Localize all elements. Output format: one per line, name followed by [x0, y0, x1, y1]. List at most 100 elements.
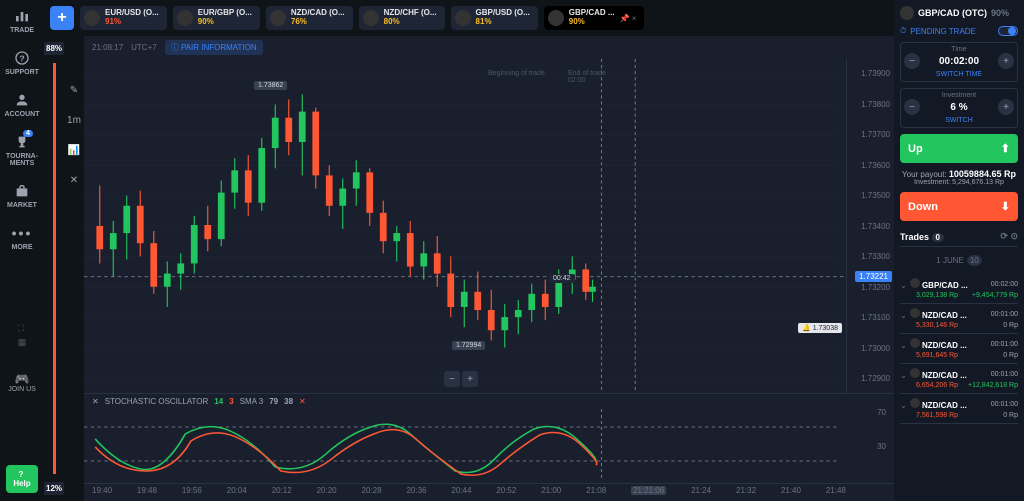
time-tick: 21:00: [541, 486, 561, 499]
switch-link[interactable]: SWITCH: [904, 117, 1014, 124]
trade-date: 1 JUNE10: [900, 253, 1018, 268]
time-tick: 19:40: [92, 486, 112, 499]
sentiment-column: 88% 12%: [44, 36, 64, 501]
high-label: 1.73862: [254, 81, 287, 90]
price-tick: 1.73100: [851, 313, 890, 322]
nav-trade[interactable]: TRADE: [10, 8, 34, 34]
pencil-tool[interactable]: ✎: [64, 76, 84, 104]
zoom-in-button[interactable]: +: [462, 371, 478, 387]
trades-refresh-icon[interactable]: ⟳ ⊙: [1000, 231, 1018, 242]
nav-more[interactable]: ••• MORE: [12, 225, 33, 251]
pending-toggle-switch[interactable]: [998, 26, 1018, 36]
nav-trade-label: TRADE: [10, 27, 34, 34]
up-button[interactable]: Up ⬆: [900, 134, 1018, 163]
nav-tournaments-label: TOURNA- MENTS: [6, 153, 38, 167]
bell-price[interactable]: 🔔 1.73038: [798, 323, 842, 333]
down-button[interactable]: Down ⬇: [900, 192, 1018, 221]
nav-market-label: MARKET: [7, 202, 37, 209]
pair-info-badge[interactable]: ⓘ PAIR INFORMATION: [165, 40, 263, 55]
time-decrease-button[interactable]: −: [904, 53, 920, 69]
nav-account[interactable]: ACCOUNT: [5, 92, 40, 118]
tab-pct: 90%: [198, 18, 252, 27]
chart-area: 21:08:17 UTC+7 ⓘ PAIR INFORMATION 1.7386…: [84, 36, 894, 501]
close-indicator[interactable]: ✕: [92, 397, 99, 406]
time-tick: 21:32: [736, 486, 756, 499]
osc-lower: 30: [877, 442, 886, 451]
time-value[interactable]: 00:02:00: [939, 56, 979, 67]
grid-icon[interactable]: ▦: [18, 337, 27, 348]
pair-tab[interactable]: EUR/GBP (O... 90%: [173, 6, 260, 30]
invest-decrease-button[interactable]: −: [904, 99, 920, 115]
time-tick: 21:40: [781, 486, 801, 499]
timeframe-tool[interactable]: 1m: [64, 106, 84, 134]
nav-tournaments[interactable]: 4 TOURNA- MENTS: [6, 134, 38, 167]
time-axis: 19:4019:4819:5620:0420:1220:2020:2820:36…: [84, 483, 894, 501]
pair-tab[interactable]: NZD/CHF (O... 80%: [359, 6, 445, 30]
indicator-tool[interactable]: 📊: [64, 136, 84, 164]
pair-tab[interactable]: GBP/CAD ... 90% 📌 ×: [544, 6, 645, 30]
trade-item[interactable]: ⌄ NZD/CAD ...00:01:00 6,654,206 Rp+12,84…: [900, 364, 1018, 394]
investment-input-group: Investment − 6 % + SWITCH: [900, 88, 1018, 128]
trade-item[interactable]: ⌄ NZD/CAD ...00:01:00 5,330,146 Rp0 Rp: [900, 304, 1018, 334]
price-tick: 1.72900: [851, 374, 890, 383]
tournament-badge: 4: [23, 130, 33, 137]
flag-icon: [455, 10, 471, 26]
switch-time-link[interactable]: SWITCH TIME: [904, 71, 1014, 78]
invest-value[interactable]: 6 %: [950, 102, 967, 113]
time-tick: 20:20: [317, 486, 337, 499]
settings-tool[interactable]: ✕: [64, 166, 84, 194]
time-tick: 19:56: [182, 486, 202, 499]
trade-item[interactable]: ⌄ NZD/CAD ...00:01:00 7,561,598 Rp0 Rp: [900, 394, 1018, 424]
pair-tab[interactable]: NZD/CAD (O... 76%: [266, 6, 353, 30]
tab-pct: 91%: [105, 18, 159, 27]
pending-trade-toggle[interactable]: ⏱PENDING TRADE: [900, 26, 1018, 36]
trade-item[interactable]: ⌄ GBP/CAD ...00:02:00 3,029,138 Rp+9,454…: [900, 274, 1018, 304]
current-price-marker: 1.73221: [855, 271, 892, 282]
view-controls: ⛶ ▦: [18, 323, 27, 348]
price-tick: 1.73900: [851, 69, 890, 78]
chart-header: 21:08:17 UTC+7 ⓘ PAIR INFORMATION: [84, 36, 894, 59]
pair-flag-icon: [900, 6, 914, 20]
time-tick: 21:21:06: [631, 486, 666, 499]
zoom-out-button[interactable]: −: [444, 371, 460, 387]
chart-tools: ✎ 1m 📊 ✕: [64, 36, 84, 501]
time-tick: 20:52: [496, 486, 516, 499]
flag-icon: [84, 10, 100, 26]
svg-text:?: ?: [19, 53, 24, 63]
flag-icon: [177, 10, 193, 26]
candlestick-chart[interactable]: 1.73862 1.72994 00:42 Beginning of trade…: [84, 59, 894, 393]
help-button[interactable]: ?Help: [6, 465, 38, 493]
expand-icon[interactable]: ⛶: [18, 323, 27, 334]
join-link[interactable]: 🎮 JOIN US: [8, 372, 36, 393]
trade-item[interactable]: ⌄ NZD/CAD ...00:01:00 5,691,645 Rp0 Rp: [900, 334, 1018, 364]
time-tick: 21:24: [691, 486, 711, 499]
chart-time: 21:08:17: [92, 43, 123, 52]
price-tick: 1.73500: [851, 191, 890, 200]
nav-more-label: MORE: [12, 244, 33, 251]
invest-increase-button[interactable]: +: [998, 99, 1014, 115]
time-input-group: Time − 00:02:00 + SWITCH TIME: [900, 42, 1018, 82]
low-label: 1.72994: [452, 341, 485, 350]
indicator-header: ✕ STOCHASTIC OSCILLATOR 14 3 SMA 3 79 38…: [84, 394, 894, 409]
time-increase-button[interactable]: +: [998, 53, 1014, 69]
pair-tab[interactable]: GBP/USD (O... 81%: [451, 6, 538, 30]
nav-support[interactable]: ? SUPPORT: [5, 50, 39, 76]
sentiment-top: 88%: [44, 42, 65, 55]
time-tick: 20:36: [406, 486, 426, 499]
tab-pin-icon[interactable]: 📌 ×: [620, 14, 637, 23]
up-arrow-icon: ⬆: [1001, 142, 1010, 155]
remove-indicator[interactable]: ✕: [299, 397, 306, 406]
sentiment-bar: [53, 63, 56, 474]
countdown-label: 00:42: [549, 274, 575, 283]
pair-tab[interactable]: EUR/USD (O... 91%: [80, 6, 167, 30]
tab-pct: 80%: [384, 18, 437, 27]
add-tab-button[interactable]: +: [50, 6, 74, 30]
zoom-controls: − +: [444, 371, 478, 387]
price-axis: 1.73221 1.739001.738001.737001.736001.73…: [846, 59, 894, 393]
time-tick: 20:28: [362, 486, 382, 499]
flag-icon: [270, 10, 286, 26]
sidebar-nav: TRADE ? SUPPORT ACCOUNT 4 TOURNA- MENTS …: [0, 0, 44, 501]
nav-market[interactable]: MARKET: [7, 183, 37, 209]
tab-pct: 81%: [476, 18, 530, 27]
price-tick: 1.73600: [851, 161, 890, 170]
